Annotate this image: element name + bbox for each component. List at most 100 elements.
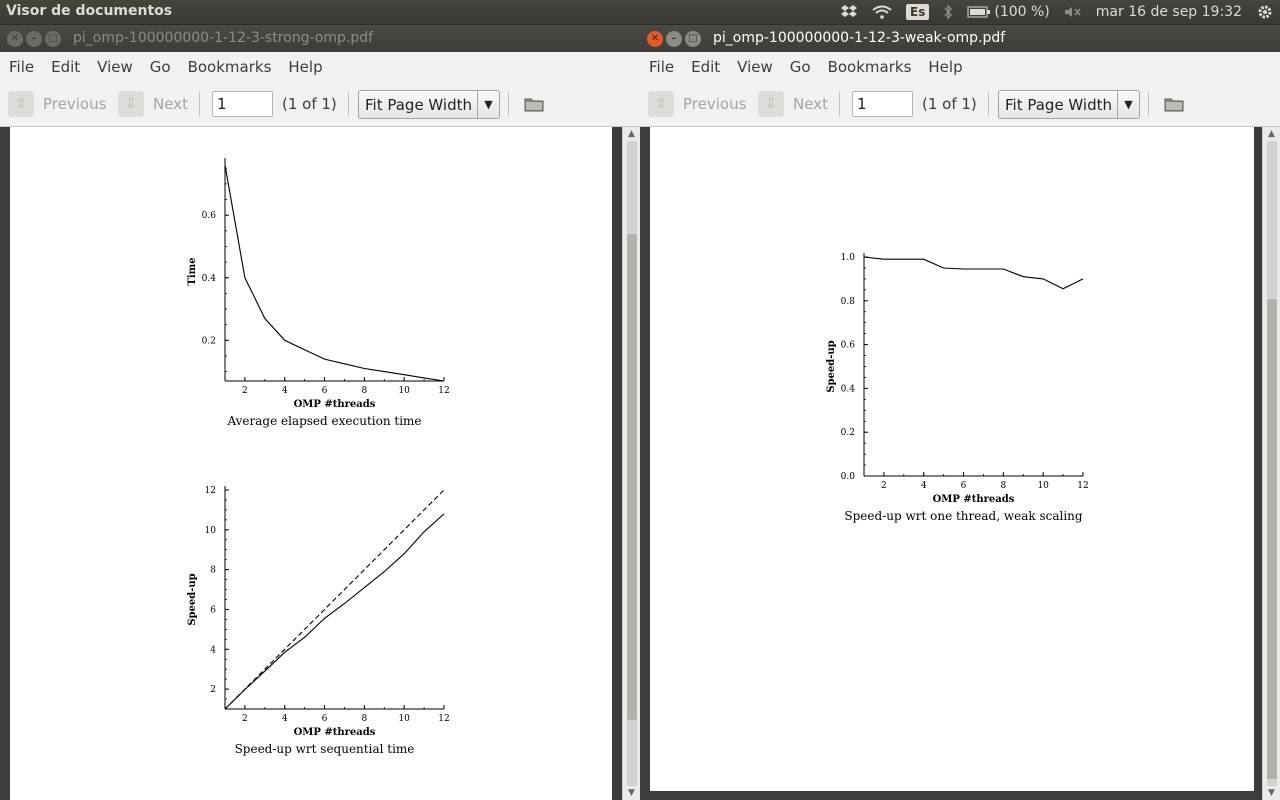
settings-gear-icon[interactable] — [1256, 3, 1274, 21]
x-axis-label: OMP #threads — [294, 399, 376, 410]
menu-file[interactable]: File — [649, 57, 675, 76]
vertical-scrollbar[interactable]: ▲ ▼ — [1262, 127, 1280, 800]
y-tick-label: 10 — [205, 526, 217, 536]
separator — [1148, 92, 1149, 116]
title-bar[interactable]: ✕ – □ pi_omp-100000000-1-12-3-weak-omp.p… — [640, 25, 1280, 52]
title-bar[interactable]: ✕ – □ pi_omp-100000000-1-12-3-strong-omp… — [0, 25, 640, 52]
page-number-input[interactable]: 1 — [212, 91, 273, 117]
minimize-button[interactable]: – — [666, 31, 682, 47]
y-axis-label: Time — [187, 257, 198, 285]
vertical-scrollbar[interactable]: ▲ ▼ — [622, 127, 640, 800]
separator — [199, 92, 200, 116]
chart-speedup-weak: 0.0 0.2 0.4 0.6 0.8 1.0 2 4 6 8 10 12 OMP #threads Sp… — [826, 253, 1089, 523]
toolbar: ⇧ Previous ⇩ Next 1 (1 of 1) Fit Page Wi… — [0, 81, 640, 127]
dropdown-arrow-icon: ▼ — [1117, 91, 1139, 118]
maximize-button[interactable]: □ — [45, 31, 61, 47]
menu-edit[interactable]: Edit — [691, 57, 721, 76]
y-axis-label: Speed-up — [826, 340, 837, 392]
page-count: (1 of 1) — [282, 95, 337, 113]
scroll-thumb[interactable] — [1267, 299, 1277, 779]
x-tick-label: 10 — [398, 386, 410, 396]
x-tick-label: 2 — [242, 714, 248, 724]
open-folder-button[interactable] — [1160, 90, 1188, 118]
scroll-up-arrow[interactable]: ▲ — [628, 129, 635, 139]
next-button[interactable]: ⇩ Next — [118, 90, 188, 118]
x-tick-label: 6 — [322, 714, 328, 724]
minimize-button[interactable]: – — [26, 31, 42, 47]
folder-icon — [1164, 98, 1184, 112]
y-tick-label: 0.4 — [841, 384, 856, 394]
clock[interactable]: mar 16 de sep 19:32 — [1095, 4, 1242, 20]
x-tick-label: 6 — [961, 481, 967, 491]
x-tick-label: 10 — [1037, 481, 1049, 491]
menu-bookmarks[interactable]: Bookmarks — [827, 57, 912, 76]
y-axis-label: Speed-up — [187, 573, 198, 625]
open-folder-button[interactable] — [520, 90, 548, 118]
arrow-up-icon: ⇧ — [648, 91, 674, 117]
top-panel: Visor de documentos Es (100 %) mar 16 de… — [0, 0, 1280, 24]
battery-indicator[interactable]: (100 %) — [967, 4, 1050, 20]
battery-percent: (100 %) — [994, 4, 1050, 20]
zoom-value: Fit Page Width — [365, 95, 473, 114]
document-viewer-window-right: ✕ – □ pi_omp-100000000-1-12-3-weak-omp.p… — [640, 25, 1280, 800]
y-tick-label: 0.0 — [841, 472, 856, 482]
menu-view[interactable]: View — [97, 57, 133, 76]
document-area[interactable]: 0.0 0.2 0.4 0.6 0.8 1.0 2 4 6 8 10 12 OMP #threads Sp… — [640, 127, 1280, 800]
menu-help[interactable]: Help — [928, 57, 963, 76]
previous-button[interactable]: ⇧ Previous — [648, 90, 746, 118]
scroll-down-arrow[interactable]: ▼ — [1268, 788, 1275, 798]
window-title: pi_omp-100000000-1-12-3-strong-omp.pdf — [73, 30, 374, 46]
x-tick-label: 4 — [921, 481, 927, 491]
menu-help[interactable]: Help — [288, 57, 323, 76]
bluetooth-icon[interactable] — [943, 4, 953, 20]
x-tick-label: 12 — [438, 714, 449, 724]
x-tick-label: 6 — [322, 386, 328, 396]
language-indicator[interactable]: Es — [906, 4, 930, 20]
document-area[interactable]: 0.2 0.4 0.6 2 4 6 8 10 12 OMP #threads Time Average… — [0, 127, 640, 800]
menu-bookmarks[interactable]: Bookmarks — [187, 57, 272, 76]
dropdown-arrow-icon: ▼ — [477, 91, 499, 118]
scroll-thumb[interactable] — [627, 234, 637, 720]
page-count: (1 of 1) — [922, 95, 977, 113]
close-button[interactable]: ✕ — [647, 31, 663, 47]
y-tick-label: 0.6 — [202, 211, 217, 221]
y-tick-label: 0.6 — [841, 341, 856, 351]
menu-go[interactable]: Go — [149, 57, 171, 76]
menu-go[interactable]: Go — [789, 57, 811, 76]
chart-execution-time: 0.2 0.4 0.6 2 4 6 8 10 12 OMP #threads Time Average… — [187, 158, 450, 428]
page-number-input[interactable]: 1 — [852, 91, 913, 117]
menu-bar: File Edit View Go Bookmarks Help — [640, 52, 1280, 81]
y-tick-label: 8 — [210, 566, 216, 576]
y-tick-label: 0.8 — [841, 297, 856, 307]
zoom-select[interactable]: Fit Page Width ▼ — [358, 90, 500, 119]
dropbox-icon[interactable] — [840, 4, 858, 20]
y-tick-label: 1.0 — [841, 253, 856, 263]
series-line-1 — [224, 165, 445, 382]
zoom-select[interactable]: Fit Page Width ▼ — [998, 90, 1140, 119]
volume-muted-icon[interactable] — [1064, 5, 1082, 19]
menu-view[interactable]: View — [737, 57, 773, 76]
wifi-icon[interactable] — [872, 5, 892, 19]
x-tick-label: 4 — [282, 714, 288, 724]
x-tick-label: 4 — [282, 386, 288, 396]
y-tick-label: 4 — [210, 645, 216, 655]
x-axis-label: OMP #threads — [933, 494, 1015, 505]
x-tick-label: 8 — [361, 386, 367, 396]
y-tick-label: 6 — [210, 605, 216, 615]
separator — [508, 92, 509, 116]
menu-file[interactable]: File — [9, 57, 35, 76]
next-button[interactable]: ⇩ Next — [758, 90, 828, 118]
y-tick-label: 12 — [205, 486, 216, 496]
separator — [988, 92, 989, 116]
maximize-button[interactable]: □ — [685, 31, 701, 47]
scroll-down-arrow[interactable]: ▼ — [628, 788, 635, 798]
x-tick-label: 8 — [1000, 481, 1006, 491]
zoom-value: Fit Page Width — [1005, 95, 1113, 114]
scroll-up-arrow[interactable]: ▲ — [1268, 129, 1275, 139]
y-tick-label: 2 — [210, 685, 216, 695]
separator — [348, 92, 349, 116]
menu-edit[interactable]: Edit — [51, 57, 81, 76]
previous-button[interactable]: ⇧ Previous — [8, 90, 106, 118]
indicator-area: Es (100 %) mar 16 de sep 19:32 — [840, 0, 1274, 24]
close-button[interactable]: ✕ — [7, 31, 23, 47]
